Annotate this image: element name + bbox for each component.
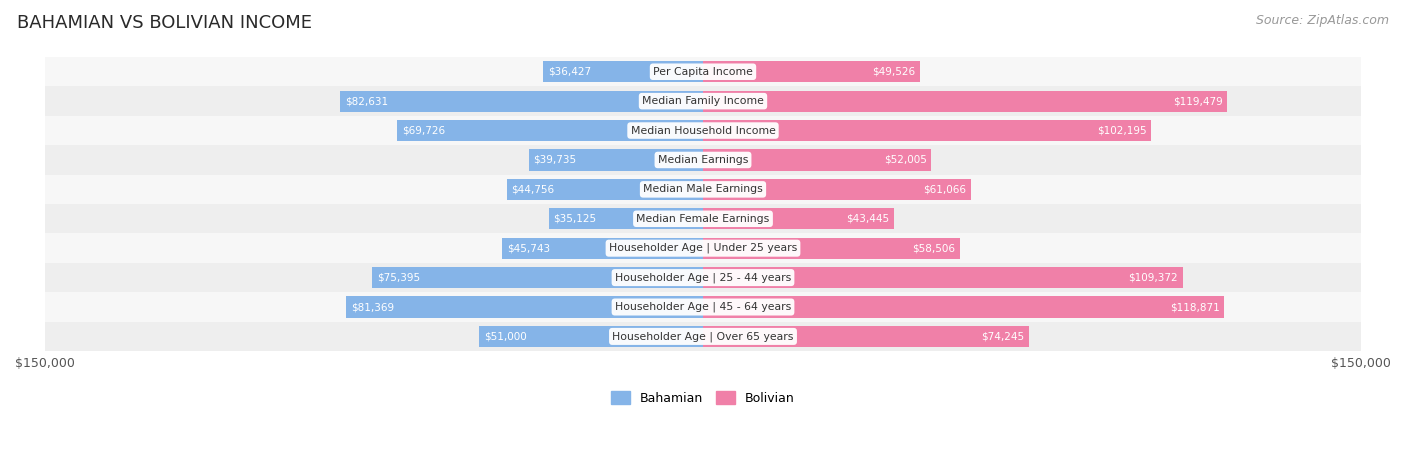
- Text: $58,506: $58,506: [912, 243, 955, 253]
- Text: Householder Age | Over 65 years: Householder Age | Over 65 years: [612, 331, 794, 342]
- Text: $118,871: $118,871: [1170, 302, 1220, 312]
- Text: $35,125: $35,125: [554, 214, 596, 224]
- Bar: [45, 263, 1361, 292]
- Text: $52,005: $52,005: [883, 155, 927, 165]
- Bar: [703, 267, 1182, 288]
- Text: Median Female Earnings: Median Female Earnings: [637, 214, 769, 224]
- Bar: [45, 145, 1361, 175]
- Bar: [45, 292, 1361, 322]
- Text: Householder Age | Under 25 years: Householder Age | Under 25 years: [609, 243, 797, 254]
- Bar: [703, 120, 1152, 141]
- Text: $74,245: $74,245: [981, 332, 1024, 341]
- Text: $75,395: $75,395: [377, 273, 420, 283]
- Bar: [703, 91, 1227, 112]
- Bar: [703, 61, 921, 82]
- Text: $82,631: $82,631: [344, 96, 388, 106]
- Bar: [703, 238, 960, 259]
- Bar: [45, 116, 1361, 145]
- Text: $61,066: $61,066: [924, 184, 966, 194]
- Text: $109,372: $109,372: [1129, 273, 1178, 283]
- Bar: [506, 179, 703, 200]
- Bar: [396, 120, 703, 141]
- Bar: [45, 204, 1361, 234]
- Text: $36,427: $36,427: [548, 67, 591, 77]
- Text: $44,756: $44,756: [512, 184, 554, 194]
- Text: BAHAMIAN VS BOLIVIAN INCOME: BAHAMIAN VS BOLIVIAN INCOME: [17, 14, 312, 32]
- Text: $102,195: $102,195: [1097, 126, 1147, 135]
- Bar: [703, 208, 894, 229]
- Text: Householder Age | 25 - 44 years: Householder Age | 25 - 44 years: [614, 272, 792, 283]
- Bar: [346, 297, 703, 318]
- Legend: Bahamian, Bolivian: Bahamian, Bolivian: [606, 386, 800, 410]
- Bar: [703, 149, 931, 170]
- Text: Median Earnings: Median Earnings: [658, 155, 748, 165]
- Text: Per Capita Income: Per Capita Income: [652, 67, 754, 77]
- Bar: [703, 326, 1029, 347]
- Bar: [703, 179, 972, 200]
- Bar: [529, 149, 703, 170]
- Bar: [543, 61, 703, 82]
- Text: $49,526: $49,526: [873, 67, 915, 77]
- Text: $119,479: $119,479: [1173, 96, 1223, 106]
- Bar: [45, 86, 1361, 116]
- Text: $43,445: $43,445: [846, 214, 889, 224]
- Bar: [548, 208, 703, 229]
- Text: Source: ZipAtlas.com: Source: ZipAtlas.com: [1256, 14, 1389, 27]
- Text: $45,743: $45,743: [508, 243, 550, 253]
- Text: Median Male Earnings: Median Male Earnings: [643, 184, 763, 194]
- Bar: [373, 267, 703, 288]
- Bar: [340, 91, 703, 112]
- Text: Median Household Income: Median Household Income: [630, 126, 776, 135]
- Text: $51,000: $51,000: [484, 332, 527, 341]
- Text: $69,726: $69,726: [402, 126, 444, 135]
- Bar: [502, 238, 703, 259]
- Bar: [45, 234, 1361, 263]
- Bar: [45, 57, 1361, 86]
- Bar: [45, 322, 1361, 351]
- Text: Median Family Income: Median Family Income: [643, 96, 763, 106]
- Bar: [45, 175, 1361, 204]
- Text: Householder Age | 45 - 64 years: Householder Age | 45 - 64 years: [614, 302, 792, 312]
- Text: $39,735: $39,735: [533, 155, 576, 165]
- Text: $81,369: $81,369: [350, 302, 394, 312]
- Bar: [703, 297, 1225, 318]
- Bar: [479, 326, 703, 347]
